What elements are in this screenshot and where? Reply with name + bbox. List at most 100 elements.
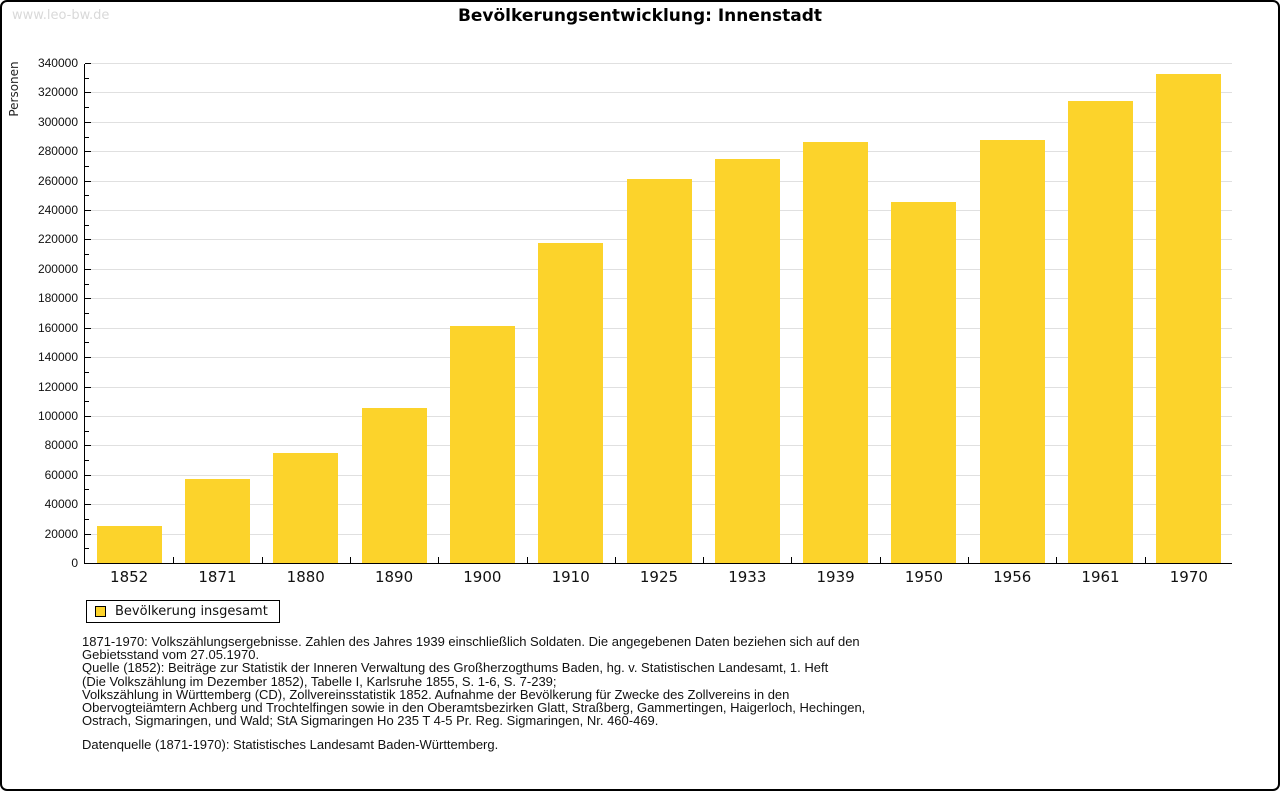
y-tick-label: 20000: [44, 526, 78, 541]
x-tick-label: 1939: [816, 568, 855, 586]
footnote-line: Volkszählung in Württemberg (CD), Zollve…: [82, 686, 790, 702]
y-axis-tick: [85, 224, 89, 226]
gridline: [85, 121, 1232, 123]
bar: [891, 201, 957, 563]
y-axis-tick: [85, 254, 89, 256]
y-axis-tick: [85, 283, 89, 285]
y-axis-tick: [85, 77, 89, 79]
y-tick-label: 260000: [37, 173, 78, 188]
y-axis-tick: [85, 121, 91, 123]
x-axis-tick: [526, 557, 528, 563]
y-tick-label: 140000: [37, 350, 78, 365]
y-axis-tick: [85, 504, 91, 506]
y-axis-tick: [85, 548, 89, 550]
bar: [449, 326, 515, 563]
y-axis-tick: [85, 107, 89, 109]
y-tick-label: 80000: [44, 438, 78, 453]
y-tick-label: 120000: [37, 379, 78, 394]
y-axis-tick: [85, 474, 91, 476]
y-axis-tick: [85, 239, 91, 241]
x-axis-tick: [261, 557, 263, 563]
y-tick-label: 160000: [37, 320, 78, 335]
y-tick-label: 180000: [37, 291, 78, 306]
legend: Bevölkerung insgesamt: [86, 600, 280, 623]
y-axis-tick: [85, 92, 91, 94]
plot-area: 0 20000 40000 60000 80000 100000 120000 140000 1…: [38, 56, 1232, 586]
x-axis-tick: [349, 557, 351, 563]
gridline: [85, 151, 1232, 153]
y-axis-tick: [85, 63, 91, 64]
footnote-line: Obervogteiämtern Achberg und Trochtelfin…: [82, 700, 866, 716]
y-axis-tick: [85, 518, 89, 520]
chart-title: Bevölkerungsentwicklung: Innenstadt: [457, 6, 823, 26]
legend-label: Bevölkerung insgesamt: [115, 604, 268, 619]
x-axis-tick: [173, 557, 175, 563]
x-axis-tick: [1056, 557, 1058, 563]
bar: [538, 243, 604, 563]
x-tick-label: 1961: [1081, 568, 1120, 586]
bar: [626, 179, 692, 563]
y-axis-tick: [85, 401, 89, 403]
legend-swatch: [95, 606, 106, 617]
x-tick-label: 1900: [463, 568, 502, 586]
y-tick-label: 300000: [37, 114, 78, 129]
x-axis-tick: [1144, 557, 1146, 563]
y-axis-tick: [85, 327, 91, 329]
footnote-line: Ostrach, Sigmaringen, und Wald; StA Sigm…: [82, 713, 659, 729]
y-tick-label: 60000: [44, 467, 78, 482]
y-tick-label: 320000: [37, 85, 78, 100]
x-tick-label: 1890: [374, 568, 414, 586]
data-source-line: Datenquelle (1871-1970): Statistisches L…: [82, 737, 499, 752]
y-axis-tick: [85, 371, 89, 373]
x-tick-label: 1933: [728, 568, 767, 586]
bar: [979, 140, 1045, 563]
x-axis-tick: [703, 557, 705, 563]
watermark: www.leo-bw.de: [12, 8, 110, 23]
x-axis-tick: [438, 557, 440, 563]
bar: [96, 526, 162, 563]
y-tick-label: 200000: [37, 261, 78, 276]
y-axis-tick: [85, 460, 89, 462]
y-axis-tick: [85, 268, 91, 270]
y-axis-tick: [85, 151, 91, 153]
gridline: [85, 63, 1232, 64]
y-axis-tick: [85, 210, 91, 212]
x-tick-label: 1880: [286, 568, 325, 586]
y-axis-tick: [85, 357, 91, 359]
gridline: [85, 92, 1232, 94]
y-axis-tick: [85, 195, 89, 197]
bar: [361, 407, 427, 563]
y-tick-label: 220000: [37, 232, 78, 247]
x-tick-label: 1956: [993, 568, 1032, 586]
x-axis-tick: [879, 557, 881, 563]
y-axis-tick: [85, 165, 89, 167]
y-axis-tick: [85, 533, 91, 535]
y-axis-tick: [85, 415, 91, 417]
footnotes: 1871-1970: Volkszählungsergebnisse. Zahl…: [82, 634, 1212, 729]
y-tick-label: 240000: [37, 203, 78, 218]
x-tick-label: 1852: [110, 568, 149, 586]
y-axis-tick: [85, 136, 89, 138]
x-tick-label: 1910: [551, 568, 590, 586]
bar: [1068, 100, 1134, 563]
y-axis-tick: [85, 180, 91, 182]
y-tick-label: 0: [71, 556, 78, 570]
y-axis-tick: [85, 342, 89, 344]
y-tick-label: 340000: [37, 56, 78, 70]
y-axis-tick: [85, 445, 91, 447]
y-tick-label: 40000: [44, 497, 78, 512]
footnote-line: Quelle (1852): Beiträge zur Statistik de…: [82, 660, 829, 676]
x-axis-tick: [791, 557, 793, 563]
y-axis-tick: [85, 386, 91, 388]
x-axis-tick: [968, 557, 970, 563]
bar: [1156, 74, 1222, 563]
y-axis-tick: [85, 313, 89, 314]
y-axis-tick: [85, 298, 91, 300]
x-tick-label: 1970: [1169, 568, 1208, 586]
footnote-line: Gebietsstand vom 27.05.1970.: [82, 647, 260, 663]
bar: [273, 453, 339, 563]
footnote-line: 1871-1970: Volkszählungsergebnisse. Zahl…: [82, 634, 860, 649]
x-tick-label: 1925: [639, 568, 679, 586]
footnote-line: (Die Volkszählung im Dezember 1852), Tab…: [82, 673, 557, 689]
